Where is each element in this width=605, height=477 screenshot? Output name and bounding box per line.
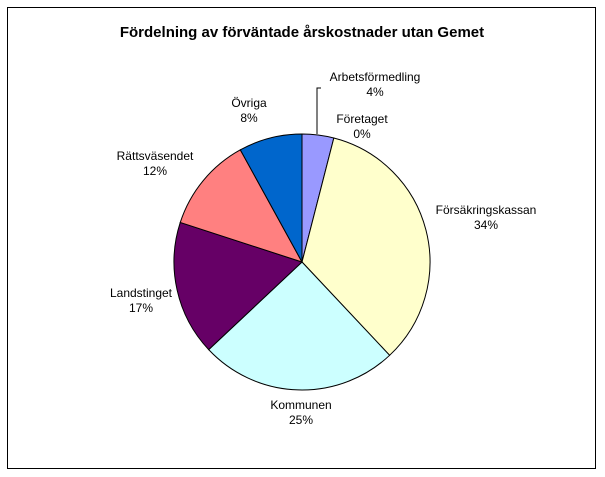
slice-label-landstinget: Landstinget xyxy=(110,286,173,300)
slice-label-kommunen: Kommunen xyxy=(270,398,331,412)
slice-value-kommunen: 25% xyxy=(289,413,313,427)
slice-value-landstinget: 17% xyxy=(129,301,153,315)
pie-slices xyxy=(173,133,431,391)
pie-slice-kommunen xyxy=(207,261,391,391)
slice-label-forsakringskassan: Försäkringskassan xyxy=(436,203,537,217)
pie-slice-ovriga xyxy=(239,133,303,263)
slice-label-rattsvasendet: Rättsväsendet xyxy=(117,149,194,163)
slice-value-arbetsformedling: 4% xyxy=(366,85,384,99)
slice-value-rattsvasendet: 12% xyxy=(143,164,167,178)
slice-value-forsakringskassan: 34% xyxy=(474,218,498,232)
slice-value-foretaget: 0% xyxy=(353,127,371,141)
pie-slice-landstinget xyxy=(173,221,303,351)
leader-lines xyxy=(316,87,321,134)
pie-slice-rattsvasendet xyxy=(179,149,304,263)
slice-value-ovriga: 8% xyxy=(240,111,258,125)
leader-line-arbetsformedling xyxy=(316,87,321,134)
slice-label-foretaget: Företaget xyxy=(336,112,388,126)
pie-slice-forsakringskassan xyxy=(301,137,431,357)
slice-label-ovriga: Övriga xyxy=(231,96,267,110)
slice-label-arbetsformedling: Arbetsförmedling xyxy=(330,70,421,84)
chart-title: Fördelning av förväntade årskostnader ut… xyxy=(120,24,484,41)
